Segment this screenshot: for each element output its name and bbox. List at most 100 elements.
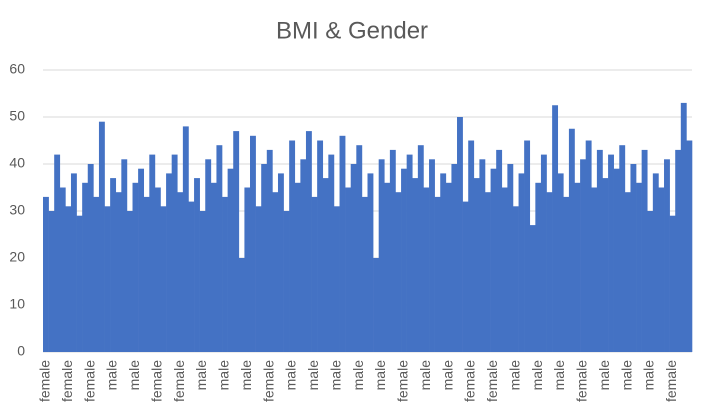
bar (54, 154, 61, 352)
bar (305, 131, 312, 352)
x-tick-label: male (506, 360, 522, 391)
x-tick-label: male (551, 360, 567, 391)
x-tick-label: male (417, 360, 433, 391)
x-tick-label: male (216, 360, 232, 391)
chart-title: BMI & Gender (276, 17, 428, 44)
x-tick-label: male (350, 360, 366, 391)
x-tick-label: female (663, 360, 679, 402)
bar (171, 154, 178, 352)
bar (669, 215, 676, 352)
bar (546, 192, 553, 352)
x-tick-label: female (395, 360, 411, 402)
bar (76, 215, 83, 352)
bar (233, 131, 240, 352)
bar (182, 126, 189, 353)
bar (468, 140, 475, 352)
bar (658, 187, 665, 352)
bar (664, 159, 670, 352)
bar (518, 173, 525, 352)
y-tick-label: 50 (9, 108, 25, 124)
x-tick-label: female (81, 360, 97, 402)
bar (395, 192, 402, 352)
x-tick-label: male (529, 360, 545, 391)
x-tick-label: male (126, 360, 142, 391)
bar (277, 173, 284, 352)
bar (272, 192, 279, 352)
bar (194, 178, 200, 352)
bar (98, 121, 105, 352)
bar (529, 225, 536, 352)
bar (70, 173, 77, 352)
bar (641, 149, 648, 352)
bar (121, 159, 128, 352)
bar (596, 149, 603, 352)
bar (373, 258, 379, 352)
bar (59, 187, 66, 352)
bar (177, 192, 184, 352)
bar (423, 187, 430, 352)
x-tick-label: male (596, 360, 612, 391)
bar (568, 128, 575, 352)
x-tick-label: female (59, 360, 75, 402)
bar (210, 182, 217, 352)
bar (244, 187, 251, 352)
x-tick-label: male (641, 360, 657, 391)
bar (540, 154, 547, 352)
bar (434, 196, 441, 352)
bar (199, 211, 206, 352)
bar (166, 173, 172, 352)
bar (345, 187, 352, 352)
bar (188, 201, 195, 352)
bar (675, 149, 682, 352)
bar (384, 182, 391, 352)
bar (138, 168, 145, 352)
bar (333, 206, 340, 352)
bar (412, 178, 419, 352)
bar (289, 140, 296, 352)
bar (490, 168, 497, 352)
bar (350, 164, 357, 352)
bar (322, 178, 329, 352)
bar (406, 154, 413, 352)
bar (149, 154, 156, 352)
bar (557, 173, 564, 352)
bar (294, 182, 301, 352)
bar (115, 192, 122, 352)
bar (222, 196, 228, 352)
bar (647, 211, 654, 352)
bar (619, 145, 626, 352)
bar (591, 187, 598, 352)
bar (624, 192, 631, 352)
bar (563, 196, 570, 352)
bar (311, 196, 318, 352)
bar (250, 135, 256, 352)
y-tick-label: 30 (9, 202, 25, 218)
bar (580, 159, 586, 352)
x-tick-label: female (484, 360, 500, 402)
x-tick-label: female (37, 360, 53, 402)
bar (462, 201, 469, 352)
bar (126, 211, 133, 352)
bar (501, 187, 508, 352)
x-tick-label: male (439, 360, 455, 391)
bar (339, 135, 346, 352)
bar (356, 145, 363, 352)
bar (636, 182, 642, 352)
bar (48, 211, 55, 352)
bar (496, 149, 503, 352)
bar (328, 154, 335, 352)
bar (65, 206, 72, 352)
x-tick-label: female (574, 360, 590, 402)
bar (585, 140, 592, 352)
bar (378, 159, 385, 352)
bar (479, 159, 486, 352)
x-tick-label: male (305, 360, 321, 391)
bar (686, 140, 693, 352)
bar (457, 117, 463, 352)
bar (82, 182, 89, 352)
bar (261, 164, 268, 352)
bar (451, 164, 458, 352)
bar (445, 182, 452, 352)
y-tick-label: 40 (9, 155, 25, 171)
bar (512, 206, 519, 352)
